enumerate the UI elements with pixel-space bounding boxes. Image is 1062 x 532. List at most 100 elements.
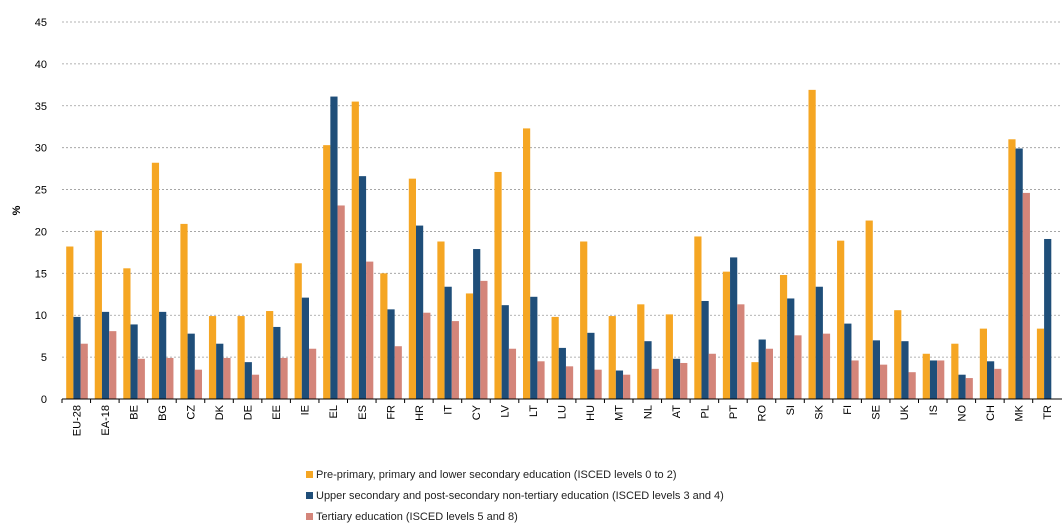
legend-item: Pre-primary, primary and lower secondary… xyxy=(306,464,724,485)
x-tick-label: IT xyxy=(442,405,454,415)
bar-EU-28-series-1 xyxy=(66,246,74,399)
y-axis-label: % xyxy=(11,205,23,215)
bar-LU-series-3 xyxy=(565,366,574,399)
legend-label: Tertiary education (ISCED levels 5 and 8… xyxy=(316,510,518,523)
x-tick-label: CH xyxy=(985,405,997,421)
bar-DE-series-2 xyxy=(244,362,252,399)
legend-item: Tertiary education (ISCED levels 5 and 8… xyxy=(306,506,724,527)
legend-swatch xyxy=(306,471,313,478)
bar-MT-series-2 xyxy=(615,370,624,399)
y-tick-label: 30 xyxy=(35,143,47,155)
bar-HU-series-3 xyxy=(594,369,602,399)
bar-EE-series-2 xyxy=(273,326,281,399)
bar-CZ-series-3 xyxy=(194,369,202,399)
y-axis-ticks: 0 5 10 15 20 25 30 35 40 45 xyxy=(35,17,47,406)
x-tick-label: EL xyxy=(328,405,340,418)
bar-PL-series-2 xyxy=(701,300,709,399)
x-tick-label: AT xyxy=(671,405,683,419)
bar-NO-series-2 xyxy=(958,374,966,399)
x-tick-label: ES xyxy=(357,405,369,420)
x-tick-label: MK xyxy=(1013,404,1025,421)
bar-SE-series-1 xyxy=(865,220,873,399)
bar-CH-series-2 xyxy=(987,361,995,399)
y-tick-label: 10 xyxy=(35,310,47,322)
y-tick-label: 25 xyxy=(35,185,47,197)
bar-BG-series-2 xyxy=(159,311,167,399)
bar-AT-series-2 xyxy=(672,358,681,399)
x-tick-label: FR xyxy=(385,405,397,420)
bar-EU-28-series-2 xyxy=(73,316,81,399)
bar-SI-series-3 xyxy=(794,335,802,399)
bar-BG-series-3 xyxy=(166,357,174,399)
x-tick-label: BE xyxy=(128,405,140,420)
bar-CH-series-1 xyxy=(979,328,987,399)
bar-FR-series-1 xyxy=(380,273,388,399)
bar-IE-series-1 xyxy=(294,263,302,399)
y-tick-label: 5 xyxy=(41,352,47,364)
bar-MT-series-3 xyxy=(623,374,631,399)
bar-SE-series-3 xyxy=(880,364,888,399)
bar-SK-series-2 xyxy=(815,286,823,399)
bar-AT-series-3 xyxy=(680,362,688,399)
x-tick-label: EA-18 xyxy=(100,405,112,436)
x-tick-label: SK xyxy=(814,404,826,419)
bar-CZ-series-2 xyxy=(187,333,195,399)
bar-FI-series-1 xyxy=(837,240,845,399)
bar-NL-series-1 xyxy=(637,304,645,399)
x-axis-ticks: EU-28 EA-18 BE BG CZ DK DE EE IE EL ES FR HR IT CY LV LT… xyxy=(61,399,1054,436)
bar-FI-series-3 xyxy=(851,360,859,399)
x-tick-label: UK xyxy=(899,404,911,420)
bar-BE-series-1 xyxy=(123,268,131,399)
bar-MK-series-1 xyxy=(1008,139,1016,400)
x-tick-label: FI xyxy=(842,405,854,415)
bar-IT-series-1 xyxy=(437,241,445,399)
x-tick-label: IS xyxy=(928,405,940,415)
bar-LV-series-3 xyxy=(508,348,517,399)
bar-PL-series-1 xyxy=(694,236,702,399)
x-tick-label: EU-28 xyxy=(71,405,83,436)
bar-UK-series-2 xyxy=(901,341,909,399)
bar-BG-series-1 xyxy=(151,162,160,399)
x-tick-label: DK xyxy=(214,404,226,420)
legend: Pre-primary, primary and lower secondary… xyxy=(306,464,724,527)
x-tick-label: NL xyxy=(642,405,654,419)
bar-IS-series-1 xyxy=(922,353,930,399)
x-tick-label: SI xyxy=(785,405,797,415)
x-tick-label: EE xyxy=(271,405,283,420)
bar-LV-series-2 xyxy=(501,305,509,399)
bar-CY-series-1 xyxy=(465,293,474,399)
bar-RO-series-2 xyxy=(758,339,766,399)
bar-IE-series-2 xyxy=(301,297,309,399)
bar-IE-series-3 xyxy=(309,348,317,399)
bar-TR-series-1 xyxy=(1036,328,1045,399)
bar-HR-series-1 xyxy=(408,178,416,399)
bar-DK-series-2 xyxy=(216,343,224,399)
bar-EL-series-1 xyxy=(323,145,331,399)
y-tick-label: 35 xyxy=(35,101,47,113)
bar-DK-series-1 xyxy=(208,316,217,399)
bar-RO-series-1 xyxy=(751,362,759,399)
bar-SK-series-3 xyxy=(822,333,831,399)
bar-FR-series-2 xyxy=(387,309,395,399)
x-tick-label: TR xyxy=(1042,405,1054,420)
bar-CY-series-3 xyxy=(480,280,488,399)
bar-AT-series-1 xyxy=(665,314,673,399)
bar-UK-series-3 xyxy=(908,372,916,399)
x-tick-label: NO xyxy=(956,405,968,422)
bar-NO-series-1 xyxy=(951,343,959,399)
x-tick-label: RO xyxy=(756,405,768,422)
bar-DE-series-3 xyxy=(251,374,260,399)
bar-FI-series-2 xyxy=(844,323,852,399)
bar-SE-series-2 xyxy=(872,340,880,399)
y-tick-label: 40 xyxy=(35,59,47,71)
x-tick-label: CZ xyxy=(185,405,197,420)
bar-SK-series-1 xyxy=(808,89,816,400)
bar-LT-series-2 xyxy=(530,296,538,399)
bar-MT-series-1 xyxy=(608,316,616,399)
bar-LU-series-2 xyxy=(558,347,566,399)
bar-BE-series-3 xyxy=(137,358,145,399)
bar-ES-series-2 xyxy=(358,176,367,399)
bar-EA-18-series-1 xyxy=(94,230,102,399)
bar-PT-series-2 xyxy=(730,257,738,399)
legend-swatch xyxy=(306,492,313,499)
